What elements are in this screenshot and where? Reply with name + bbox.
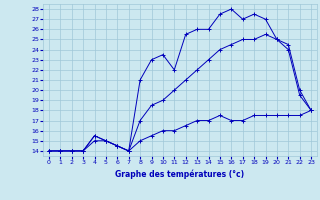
- X-axis label: Graphe des températures (°c): Graphe des températures (°c): [116, 169, 244, 179]
